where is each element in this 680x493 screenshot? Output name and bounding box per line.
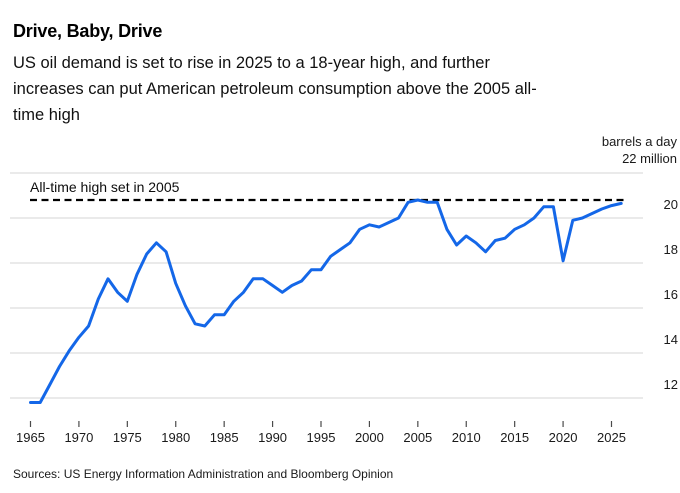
y-tick-label: 14: [664, 332, 678, 347]
subtitle-line-3: time high: [13, 106, 80, 124]
y-tick-label: 20: [664, 197, 678, 212]
demand-line: [29, 198, 623, 404]
x-tick-label: 1980: [161, 430, 190, 445]
annotation-label: All-time high set in 2005: [30, 179, 180, 195]
x-tick-label: 1990: [258, 430, 287, 445]
x-tick-label: 1975: [113, 430, 142, 445]
y-tick-label: 18: [664, 242, 678, 257]
sources-note: Sources: US Energy Information Administr…: [13, 467, 394, 481]
chart-title: Drive, Baby, Drive: [13, 21, 163, 41]
x-tick-label: 2000: [355, 430, 384, 445]
x-tick-label: 2015: [500, 430, 529, 445]
x-tick-label: 1985: [210, 430, 239, 445]
x-tick-label: 2010: [452, 430, 481, 445]
x-tick-label: 1970: [64, 430, 93, 445]
x-tick-label: 1995: [307, 430, 336, 445]
chart-subtitle: US oil demand is set to rise in 2025 to …: [13, 50, 537, 128]
y-axis-unit-label: 22 million: [622, 151, 677, 166]
x-tick-label: 2005: [403, 430, 432, 445]
x-tick-label: 2020: [549, 430, 578, 445]
y-tick-label: 16: [664, 287, 678, 302]
y-tick-label: 12: [664, 377, 678, 392]
subtitle-line-1: US oil demand is set to rise in 2025 to …: [13, 54, 490, 72]
y-axis-unit-label: barrels a day: [602, 134, 678, 149]
x-tick-label: 2025: [597, 430, 626, 445]
x-tick-label: 1965: [16, 430, 45, 445]
subtitle-line-2: increases can put American petroleum con…: [13, 80, 537, 98]
